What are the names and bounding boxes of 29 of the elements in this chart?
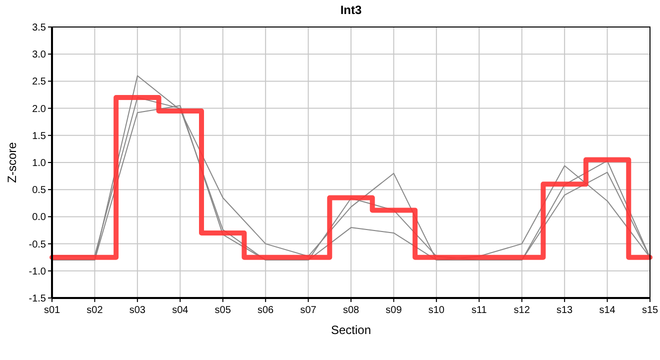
x-axis-title: Section [330, 323, 372, 337]
x-tick-label: s09 [386, 305, 402, 316]
y-tick-label: 0.0 [32, 212, 46, 224]
x-tick-label: s15 [642, 305, 658, 316]
x-tick-label: s14 [599, 305, 616, 316]
y-tick-label: 0.5 [32, 185, 46, 196]
y-tick-label: -0.5 [28, 239, 46, 250]
x-tick-label: s13 [556, 305, 574, 316]
x-tick-label: s04 [172, 305, 189, 316]
x-tick-label: s03 [129, 305, 146, 316]
x-tick-label: s06 [258, 305, 274, 316]
x-tick-label: s10 [428, 305, 445, 316]
y-tick-label: -1.0 [28, 266, 46, 278]
y-axis-title: Z-score [5, 142, 19, 183]
y-tick-label: 2.0 [32, 104, 46, 115]
x-tick-label: s07 [300, 305, 317, 316]
y-tick-label: -1.5 [28, 294, 46, 304]
y-tick-label: 1.0 [32, 158, 46, 169]
y-tick-label: 1.5 [32, 130, 46, 142]
y-tick-label: 3.5 [32, 22, 46, 34]
x-tick-label: s11 [471, 305, 488, 316]
chart-title: Int3 [340, 3, 362, 17]
x-tick-label: s08 [342, 305, 360, 316]
y-tick-label: 3.0 [32, 50, 46, 61]
x-tick-label: s02 [86, 305, 104, 316]
x-tick-label: s12 [514, 305, 530, 316]
y-tick-label: 2.5 [32, 76, 46, 88]
x-tick-label: s01 [44, 305, 60, 316]
x-tick-label: s05 [214, 305, 232, 316]
